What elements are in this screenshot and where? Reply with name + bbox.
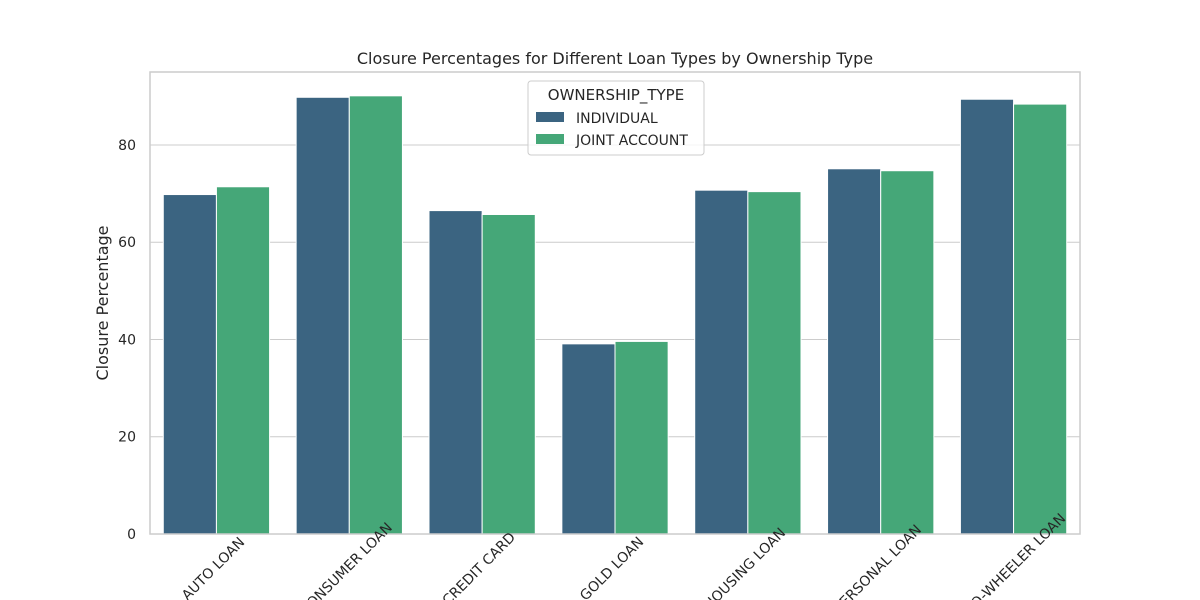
y-tick-label: 0 [127, 527, 136, 543]
chart-title: Closure Percentages for Different Loan T… [357, 49, 873, 68]
legend-label-joint-account: JOINT ACCOUNT [575, 133, 688, 149]
legend: OWNERSHIP_TYPE INDIVIDUAL JOINT ACCOUNT [527, 80, 705, 156]
bar-housing-loan-individual [694, 189, 749, 535]
x-tick-label-housing-loan: HOUSING LOAN [701, 525, 789, 600]
bar-auto-loan-individual [162, 194, 217, 535]
y-tick-label: 20 [118, 430, 136, 446]
y-axis-ticks: 0 20 40 60 80 [118, 138, 136, 543]
y-tick-label: 60 [118, 235, 136, 251]
y-tick-label: 40 [118, 332, 136, 348]
y-axis-label: Closure Percentage [93, 225, 112, 380]
bar-personal-loan-individual [827, 168, 882, 535]
legend-box [527, 80, 705, 156]
legend-swatch-individual [536, 112, 564, 122]
bar-gold-loan-joint-account [614, 340, 669, 535]
plot-frame [149, 71, 1081, 535]
legend-swatch-joint-account [536, 134, 564, 144]
bar-housing-loan-joint-account [747, 191, 802, 535]
x-tick-label-credit-card: CREDIT CARD [440, 530, 519, 600]
bar-gold-loan-individual [561, 343, 616, 535]
bar-auto-loan-joint-account [215, 186, 271, 535]
bars [162, 95, 1068, 535]
bar-credit-card-individual [428, 210, 483, 535]
bar-two-wheeler-loan-individual [959, 98, 1015, 535]
legend-label-individual: INDIVIDUAL [576, 111, 658, 127]
x-tick-label-gold-loan: GOLD LOAN [577, 534, 647, 600]
y-tick-label: 80 [118, 138, 136, 154]
bar-credit-card-joint-account [481, 213, 536, 535]
bar-consumer-loan-individual [295, 96, 350, 535]
x-tick-label-auto-loan: AUTO LOAN [179, 535, 248, 600]
bar-two-wheeler-loan-joint-account [1013, 103, 1068, 535]
bar-consumer-loan-joint-account [348, 95, 403, 535]
bar-personal-loan-joint-account [880, 170, 935, 535]
legend-title: OWNERSHIP_TYPE [548, 86, 684, 105]
